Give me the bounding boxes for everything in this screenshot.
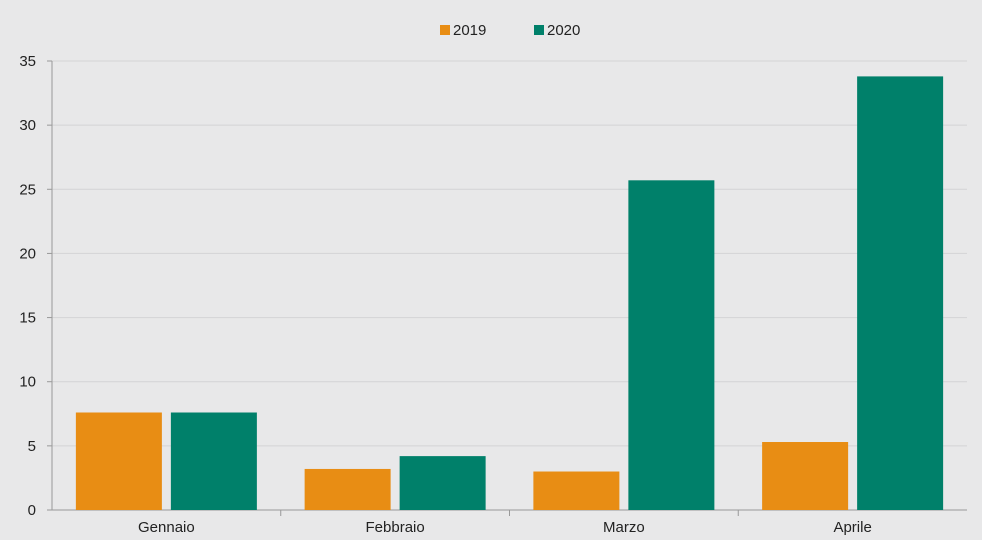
y-tick-label: 15 (19, 310, 36, 327)
y-tick-label: 5 (28, 438, 36, 455)
x-tick-label: Aprile (833, 519, 871, 536)
bar-2019-marzo (533, 471, 620, 510)
legend-swatch-2019 (440, 25, 450, 35)
y-tick-label: 30 (19, 117, 36, 134)
bar-2020-febbraio (399, 456, 486, 510)
tick-labels: 0 5 10 15 20 25 30 35 Gennaio Febbraio Marzo Aprile (19, 53, 871, 536)
bar-2020-aprile (857, 76, 944, 510)
x-tick-label: Gennaio (138, 519, 195, 536)
legend-label-2020: 2020 (547, 22, 580, 39)
legend-swatch-2020 (534, 25, 544, 35)
y-tick-label: 20 (19, 245, 36, 262)
y-tick-label: 0 (28, 502, 36, 519)
bar-2019-febbraio (304, 468, 391, 510)
bar-2020-marzo (628, 180, 715, 510)
y-tick-label: 25 (19, 181, 36, 198)
legend: 2019 2020 (440, 22, 580, 39)
bar-2020-gennaio (170, 412, 257, 510)
bar-2019-gennaio (75, 412, 162, 510)
bars (75, 76, 944, 510)
bar-2019-aprile (762, 442, 849, 510)
y-tick-label: 10 (19, 374, 36, 391)
x-tick-label: Marzo (603, 519, 645, 536)
legend-label-2019: 2019 (453, 22, 486, 39)
y-tick-label: 35 (19, 53, 36, 70)
x-tick-label: Febbraio (366, 519, 425, 536)
